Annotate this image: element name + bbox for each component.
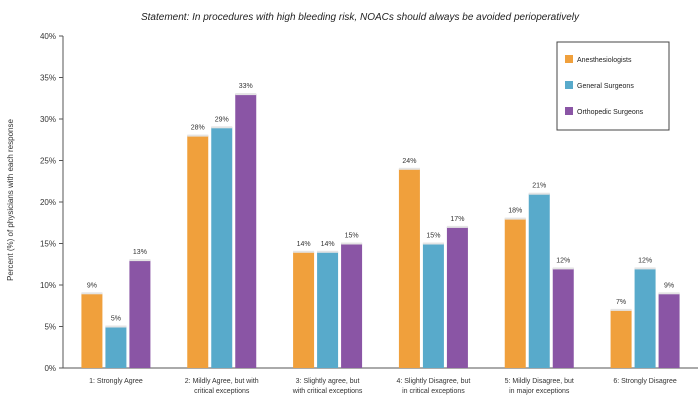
bar-cap <box>317 250 339 253</box>
bar <box>422 243 444 368</box>
data-label: 7% <box>616 299 626 306</box>
bar <box>658 293 680 368</box>
data-label: 9% <box>664 282 674 289</box>
bar-cap <box>422 242 444 245</box>
data-label: 9% <box>87 282 97 289</box>
legend-label: General Surgeons <box>577 83 634 90</box>
x-tick-label: 2: Mildly Agree, but with <box>185 378 259 385</box>
data-label: 21% <box>532 183 546 190</box>
x-tick-label: 6: Strongly Disagree <box>613 378 677 385</box>
data-label: 28% <box>191 125 205 132</box>
y-tick-label: 30% <box>40 115 56 124</box>
data-label: 14% <box>297 241 311 248</box>
bar-cap <box>235 93 257 96</box>
bar-cap <box>398 167 420 170</box>
y-tick-label: 10% <box>40 281 56 290</box>
bar <box>446 226 468 368</box>
bar <box>528 193 550 368</box>
x-tick-label: 1: Strongly Agree <box>89 378 143 385</box>
x-tick-label: 5: Mildly Disagree, but <box>505 378 574 385</box>
bar <box>187 135 209 368</box>
x-tick-label: critical exceptions <box>194 388 250 395</box>
bar-cap <box>187 134 209 137</box>
data-label: 12% <box>638 257 652 264</box>
bar <box>610 309 632 368</box>
legend-box <box>556 41 670 131</box>
bar <box>398 168 420 368</box>
data-label: 15% <box>345 233 359 240</box>
bar-series-group <box>81 93 680 368</box>
bar <box>105 326 127 368</box>
x-tick-label: in critical exceptions <box>402 388 465 395</box>
data-label: 29% <box>215 116 229 123</box>
bar-cap <box>105 325 127 328</box>
data-label: 15% <box>426 233 440 240</box>
bar <box>81 293 103 368</box>
bar-cap <box>528 192 550 195</box>
legend-label: Anesthesiologists <box>577 57 632 64</box>
bar-cap <box>293 250 315 253</box>
bar-cap <box>504 217 526 220</box>
y-tick-label: 40% <box>40 32 56 41</box>
x-tick-label: 4: Slightly Disagree, but <box>396 378 470 385</box>
bar-cap <box>446 225 468 228</box>
bar-cap <box>634 267 656 270</box>
bar-cap <box>658 292 680 295</box>
y-tick-label: 15% <box>40 240 56 249</box>
x-axis: 1: Strongly Agree 2: Mildly Agree, but wi… <box>63 367 698 395</box>
y-tick-label: 0% <box>44 364 56 373</box>
chart-title: Statement: In procedures with high bleed… <box>141 12 580 23</box>
bar-cap <box>81 292 103 295</box>
bar <box>293 251 315 368</box>
y-axis: 0% 5% 10% 15% 20% 25% 30% 35% 40% <box>40 32 64 373</box>
x-tick-label: with critical exceptions <box>292 388 363 395</box>
bar <box>235 94 257 368</box>
bar <box>341 243 363 368</box>
data-label: 13% <box>133 249 147 256</box>
y-tick-label: 5% <box>44 323 56 332</box>
bar <box>211 127 233 368</box>
data-label: 12% <box>556 257 570 264</box>
bar <box>129 260 151 368</box>
legend-swatch <box>565 55 573 63</box>
y-tick-label: 35% <box>40 74 56 83</box>
y-axis-label: Percent (%) of physicians with each resp… <box>6 119 15 281</box>
bar <box>552 268 574 368</box>
bar-cap <box>211 126 233 129</box>
bar <box>634 268 656 368</box>
bar-cap <box>552 267 574 270</box>
legend-swatch <box>565 81 573 89</box>
data-label: 5% <box>111 316 121 323</box>
bar <box>504 218 526 368</box>
bar-cap <box>129 259 151 262</box>
data-label: 17% <box>450 216 464 223</box>
legend-label: Orthopedic Surgeons <box>577 109 644 116</box>
data-label: 18% <box>508 208 522 215</box>
data-label: 33% <box>239 83 253 90</box>
bar-cap <box>610 308 632 311</box>
data-label: 14% <box>321 241 335 248</box>
y-tick-label: 20% <box>40 198 56 207</box>
legend: Anesthesiologists General Surgeons Orthope… <box>556 41 670 131</box>
legend-swatch <box>565 107 573 115</box>
x-tick-label: 3: Slightly agree, but <box>296 378 360 385</box>
bar <box>317 251 339 368</box>
data-labels-group: 9% 5% 13% 28% 29% 33% 14% 14% 15% 24% 15% 17% 18% 21%… <box>87 83 674 322</box>
bar-cap <box>341 242 363 245</box>
data-label: 24% <box>402 158 416 165</box>
y-tick-label: 25% <box>40 157 56 166</box>
x-tick-label: in major exceptions <box>509 388 570 395</box>
